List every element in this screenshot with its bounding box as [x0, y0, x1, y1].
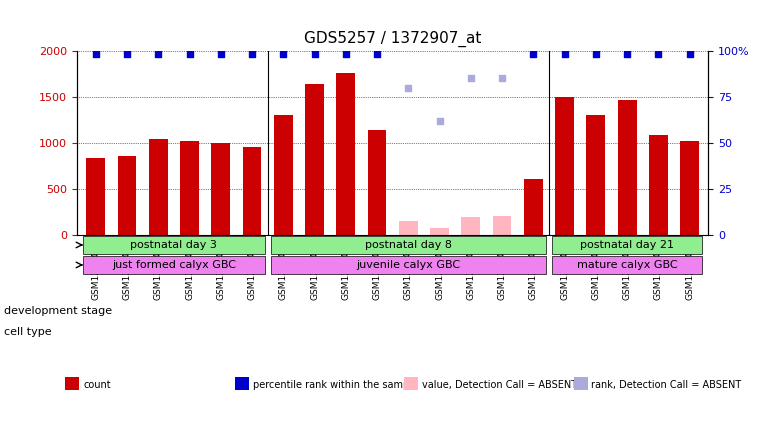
Point — [652, 51, 665, 58]
Point — [340, 51, 352, 58]
Bar — [212, 143, 230, 235]
Text: rank, Detection Call = ABSENT: rank, Detection Call = ABSENT — [591, 380, 742, 390]
Bar — [149, 139, 168, 235]
Point — [464, 75, 477, 82]
Point — [527, 51, 540, 58]
Point — [684, 51, 696, 58]
Text: cell type: cell type — [4, 327, 52, 337]
Text: value, Detection Call = ABSENT: value, Detection Call = ABSENT — [422, 380, 577, 390]
Bar — [587, 115, 605, 235]
Text: count: count — [83, 380, 111, 390]
Text: postnatal day 3: postnatal day 3 — [130, 240, 217, 250]
Point — [121, 51, 133, 58]
FancyBboxPatch shape — [83, 256, 265, 274]
Text: percentile rank within the sample: percentile rank within the sample — [253, 380, 417, 390]
Bar — [430, 228, 449, 235]
Point — [434, 117, 446, 124]
Bar — [680, 141, 699, 235]
Point — [215, 51, 227, 58]
Bar — [493, 216, 511, 235]
Bar — [399, 221, 417, 235]
Bar — [243, 148, 262, 235]
Bar — [555, 97, 574, 235]
FancyBboxPatch shape — [271, 256, 546, 274]
FancyBboxPatch shape — [83, 236, 265, 254]
Point — [402, 84, 414, 91]
Bar — [305, 84, 324, 235]
Text: postnatal day 8: postnatal day 8 — [365, 240, 452, 250]
Point — [277, 51, 290, 58]
Bar — [274, 115, 293, 235]
Point — [496, 75, 508, 82]
Bar — [649, 135, 668, 235]
Text: mature calyx GBC: mature calyx GBC — [577, 260, 678, 270]
FancyBboxPatch shape — [271, 236, 546, 254]
Point — [246, 51, 258, 58]
FancyBboxPatch shape — [552, 256, 702, 274]
Bar — [336, 73, 355, 235]
Text: just formed calyx GBC: just formed calyx GBC — [112, 260, 236, 270]
Point — [152, 51, 165, 58]
Point — [621, 51, 633, 58]
FancyBboxPatch shape — [552, 236, 702, 254]
Point — [558, 51, 571, 58]
Point — [590, 51, 602, 58]
Text: juvenile calyx GBC: juvenile calyx GBC — [357, 260, 460, 270]
Bar — [368, 130, 387, 235]
Point — [309, 51, 321, 58]
Bar — [86, 158, 105, 235]
Point — [183, 51, 196, 58]
Text: development stage: development stage — [4, 306, 112, 316]
Text: postnatal day 21: postnatal day 21 — [580, 240, 674, 250]
Point — [371, 51, 383, 58]
Bar — [618, 99, 637, 235]
Bar — [461, 217, 480, 235]
Bar — [180, 141, 199, 235]
Bar — [524, 179, 543, 235]
Point — [89, 51, 102, 58]
Bar — [118, 156, 136, 235]
Title: GDS5257 / 1372907_at: GDS5257 / 1372907_at — [304, 30, 481, 47]
